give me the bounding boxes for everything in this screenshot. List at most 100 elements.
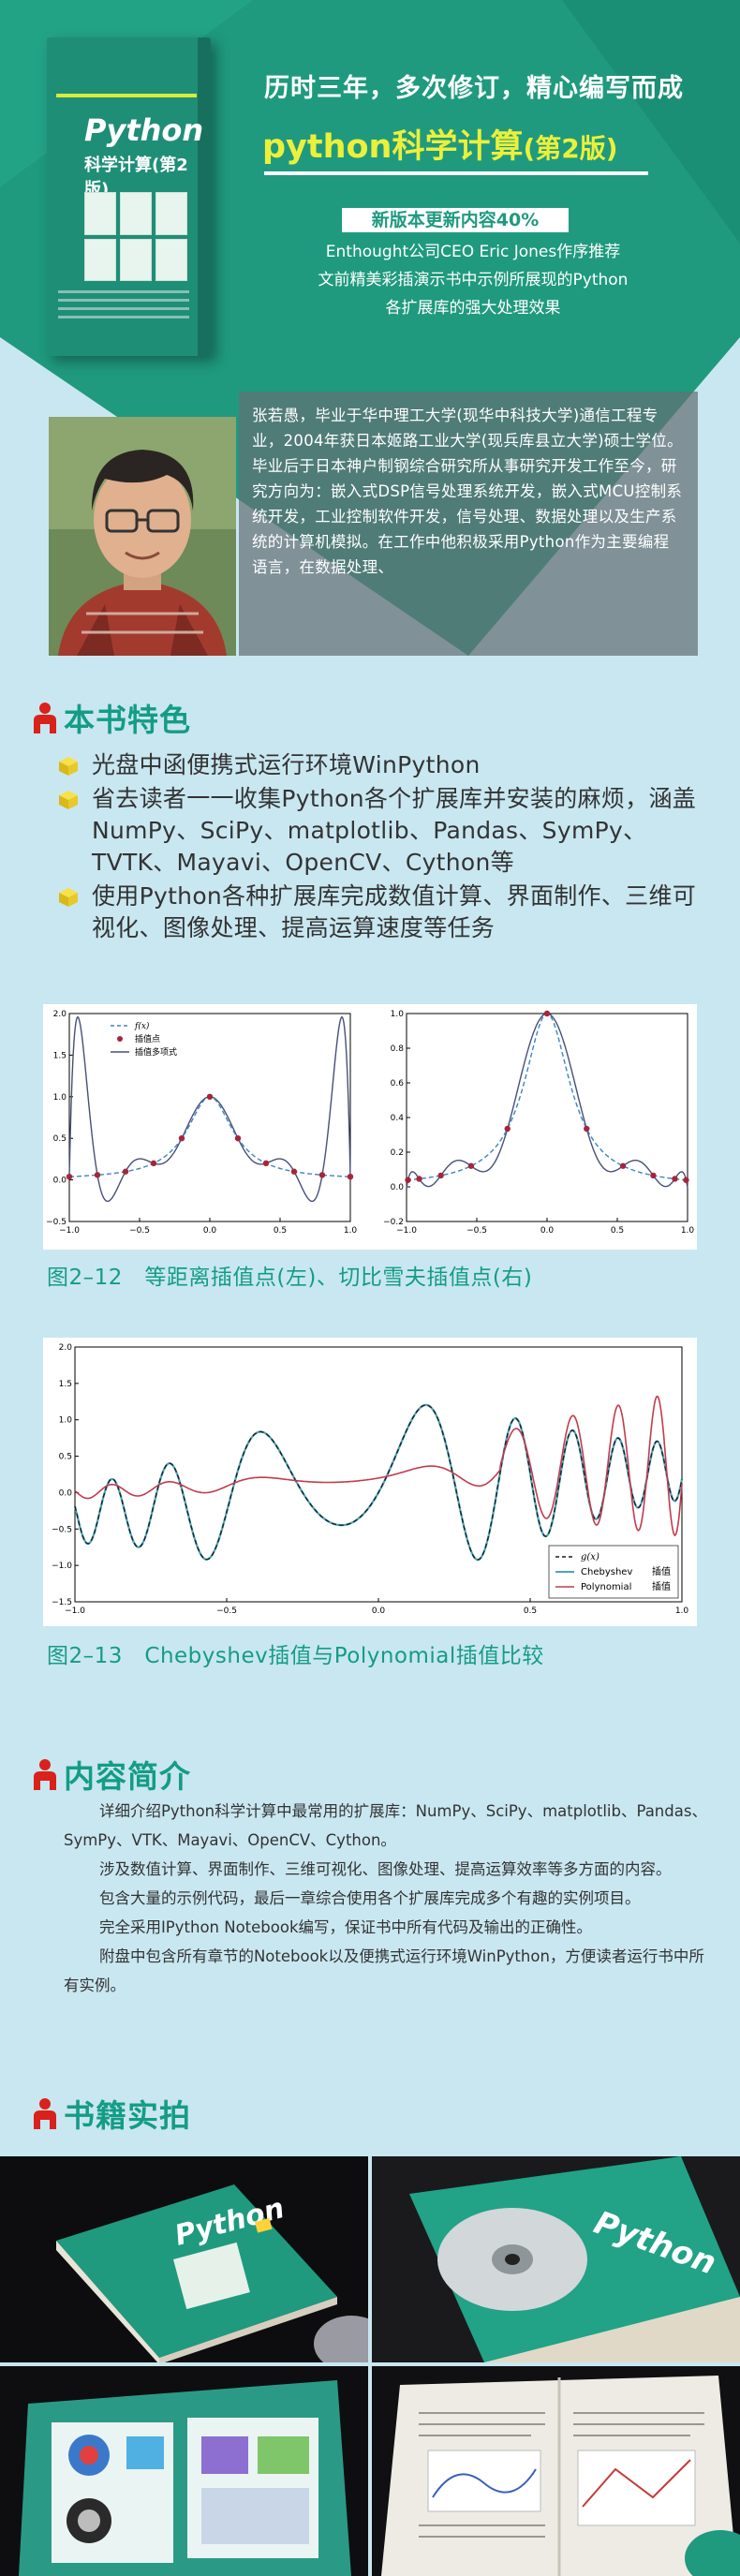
chebyshev-point <box>504 1125 511 1133</box>
book-photo-3 <box>0 2366 368 2576</box>
figure-2-13: −1.0 −0.5 0.0 0.5 1.0 −1.5 −1.0 −0.5 0.0 0.5 1.0 1.… <box>43 1338 697 1626</box>
plot-frame <box>406 1013 688 1222</box>
y-tick-label: 1.0 <box>391 1010 405 1019</box>
intro-heading: 内容简介 <box>32 1752 191 1797</box>
person-icon <box>34 703 56 733</box>
author-bio: 张若愚，毕业于华中理工大学(现华中科技大学)通信工程专业，2004年获日本姬路工… <box>239 392 698 656</box>
update-badge: 新版本更新内容40% <box>342 208 569 232</box>
interpolation-point <box>290 1168 298 1175</box>
chebyshev-point <box>683 1177 689 1183</box>
intro-paragraph: 详细介绍Python科学计算中最常用的扩展库：NumPy、SciPy、matpl… <box>64 1802 707 1849</box>
person-icon <box>34 2098 56 2129</box>
interpolation-point <box>262 1160 270 1167</box>
y-tick-label: −0.5 <box>46 1218 67 1227</box>
chebyshev-point <box>437 1172 444 1179</box>
y-tick-label: 1.0 <box>53 1093 67 1103</box>
y-tick-label: 1.5 <box>59 1380 72 1389</box>
features-list: 光盘中函便携式运行环境WinPython 省去读者一一收集Python各个扩展库… <box>58 749 714 946</box>
series-polynomial <box>74 1395 683 1537</box>
x-tick-label: −1.0 <box>59 1226 80 1236</box>
x-tick-label: 0.5 <box>274 1226 287 1236</box>
intro-text: 详细介绍Python科学计算中最常用的扩展库：NumPy、SciPy、matpl… <box>64 1797 710 2000</box>
photos-heading: 书籍实拍 <box>32 2091 191 2136</box>
y-tick-label: −0.5 <box>52 1525 72 1534</box>
chebyshev-point <box>650 1172 657 1179</box>
list-item: 光盘中函便携式运行环境WinPython <box>58 749 714 781</box>
y-tick-label: −0.2 <box>383 1218 404 1227</box>
x-tick-label: 1.0 <box>675 1606 689 1616</box>
interpolation-point <box>94 1172 101 1178</box>
chebyshev-point <box>416 1176 422 1182</box>
list-item: 省去读者一一收集Python各个扩展库并安装的麻烦，涵盖NumPy、SciPy、… <box>58 783 714 879</box>
intro-paragraph: 附盘中包含所有章节的Notebook以及便携式运行环境WinPython，方便读… <box>64 1947 704 1994</box>
x-tick-label: 0.0 <box>540 1226 555 1236</box>
cube-bullet-icon <box>59 888 78 907</box>
promo-line-2: 文前精美彩插演示书中示例所展现的Python <box>318 271 629 289</box>
chebyshev-point <box>467 1162 475 1169</box>
intro-title: 内容简介 <box>64 1758 191 1795</box>
figure-2-12: −1.0 −0.5 0.0 0.5 1.0 −0.5 0.0 0.5 1.0 1.5 2.0 f(x)… <box>43 1004 697 1250</box>
y-tick-label: −1.0 <box>52 1562 72 1571</box>
cube-bullet-icon <box>59 757 78 776</box>
author-photo <box>49 417 236 656</box>
y-tick-label: 0.0 <box>53 1177 67 1186</box>
y-tick-label: −1.5 <box>52 1598 72 1607</box>
chebyshev-point <box>672 1176 678 1182</box>
interpolation-point <box>66 1173 73 1180</box>
x-tick-label: −0.5 <box>466 1226 487 1236</box>
cube-bullet-icon <box>59 791 78 809</box>
y-tick-label: 0.5 <box>59 1453 72 1462</box>
y-tick-label: 0.2 <box>391 1148 404 1158</box>
y-tick-label: 2.0 <box>53 1010 67 1019</box>
y-tick-label: 1.5 <box>53 1051 67 1060</box>
feature-text: 使用Python各种扩展库完成数值计算、界面制作、三维可视化、图像处理、提高运算… <box>92 882 697 941</box>
series-interpolation-polynomial-right <box>406 1013 688 1189</box>
series-f-right <box>406 1013 688 1181</box>
interpolation-charts: −1.0 −0.5 0.0 0.5 1.0−0.50.00.51.01.52.0f(x)… <box>46 1010 694 1236</box>
y-tick-label: 0.0 <box>391 1183 405 1192</box>
legend-label: 插值多项式 <box>135 1046 177 1058</box>
interpolation-point <box>178 1135 185 1142</box>
interpolation-point <box>318 1172 326 1178</box>
headline: 历时三年，多次修订，精心编写而成 <box>264 74 684 103</box>
y-tick-label: 0.6 <box>391 1079 405 1088</box>
x-tick-label: −0.5 <box>129 1226 150 1236</box>
features-title: 本书特色 <box>64 702 191 738</box>
book-cover: Python 科学计算(第2版) <box>47 37 211 356</box>
chebyshev-point <box>405 1177 411 1183</box>
legend-label: f(x) <box>134 1021 150 1031</box>
book-photo-1: Python <box>0 2156 368 2362</box>
x-tick-label: −1.0 <box>396 1226 417 1236</box>
intro-paragraph: 完全采用IPython Notebook编写，保证书中所有代码及输出的正确性。 <box>98 1918 593 1936</box>
y-tick-label: 0.5 <box>53 1134 67 1144</box>
book-photo-2: Python <box>372 2156 740 2362</box>
plot-frame <box>68 1013 351 1222</box>
book-photo-4 <box>372 2366 740 2576</box>
x-tick-label: 1.0 <box>344 1226 358 1236</box>
main-title-text: python科学计算 <box>262 128 524 166</box>
legend-box <box>548 1545 679 1599</box>
legend-swatch <box>117 1036 123 1042</box>
chebyshev-point <box>584 1125 590 1133</box>
interpolation-point <box>150 1160 157 1167</box>
book-cover-thumbnails <box>84 192 187 281</box>
x-tick-label: 0.5 <box>524 1606 537 1616</box>
y-tick-label: 0.4 <box>391 1114 405 1123</box>
chebyshev-point <box>543 1010 551 1017</box>
legend-label: Polynomial <box>581 1582 631 1592</box>
features-heading: 本书特色 <box>32 695 191 740</box>
legend-label: 插值点 <box>135 1033 160 1044</box>
edition-text: (第2版) <box>523 133 618 164</box>
chebyshev-point <box>619 1162 627 1169</box>
y-tick-label: 0.8 <box>391 1044 405 1054</box>
x-tick-label: 0.0 <box>203 1226 217 1236</box>
figure-2-13-caption: 图2–13 Chebyshev插值与Polynomial插值比较 <box>47 1644 544 1668</box>
legend-label: Chebyshev <box>581 1567 632 1577</box>
hero-section: Python 科学计算(第2版) 历时三年，多次修订，精心编写而成 python… <box>0 0 740 674</box>
title-underline <box>264 171 648 175</box>
y-tick-label: 2.0 <box>59 1343 73 1353</box>
feature-text: 省去读者一一收集Python各个扩展库并安装的麻烦，涵盖NumPy、SciPy、… <box>92 785 697 876</box>
legend-label: g(x) <box>581 1552 599 1562</box>
